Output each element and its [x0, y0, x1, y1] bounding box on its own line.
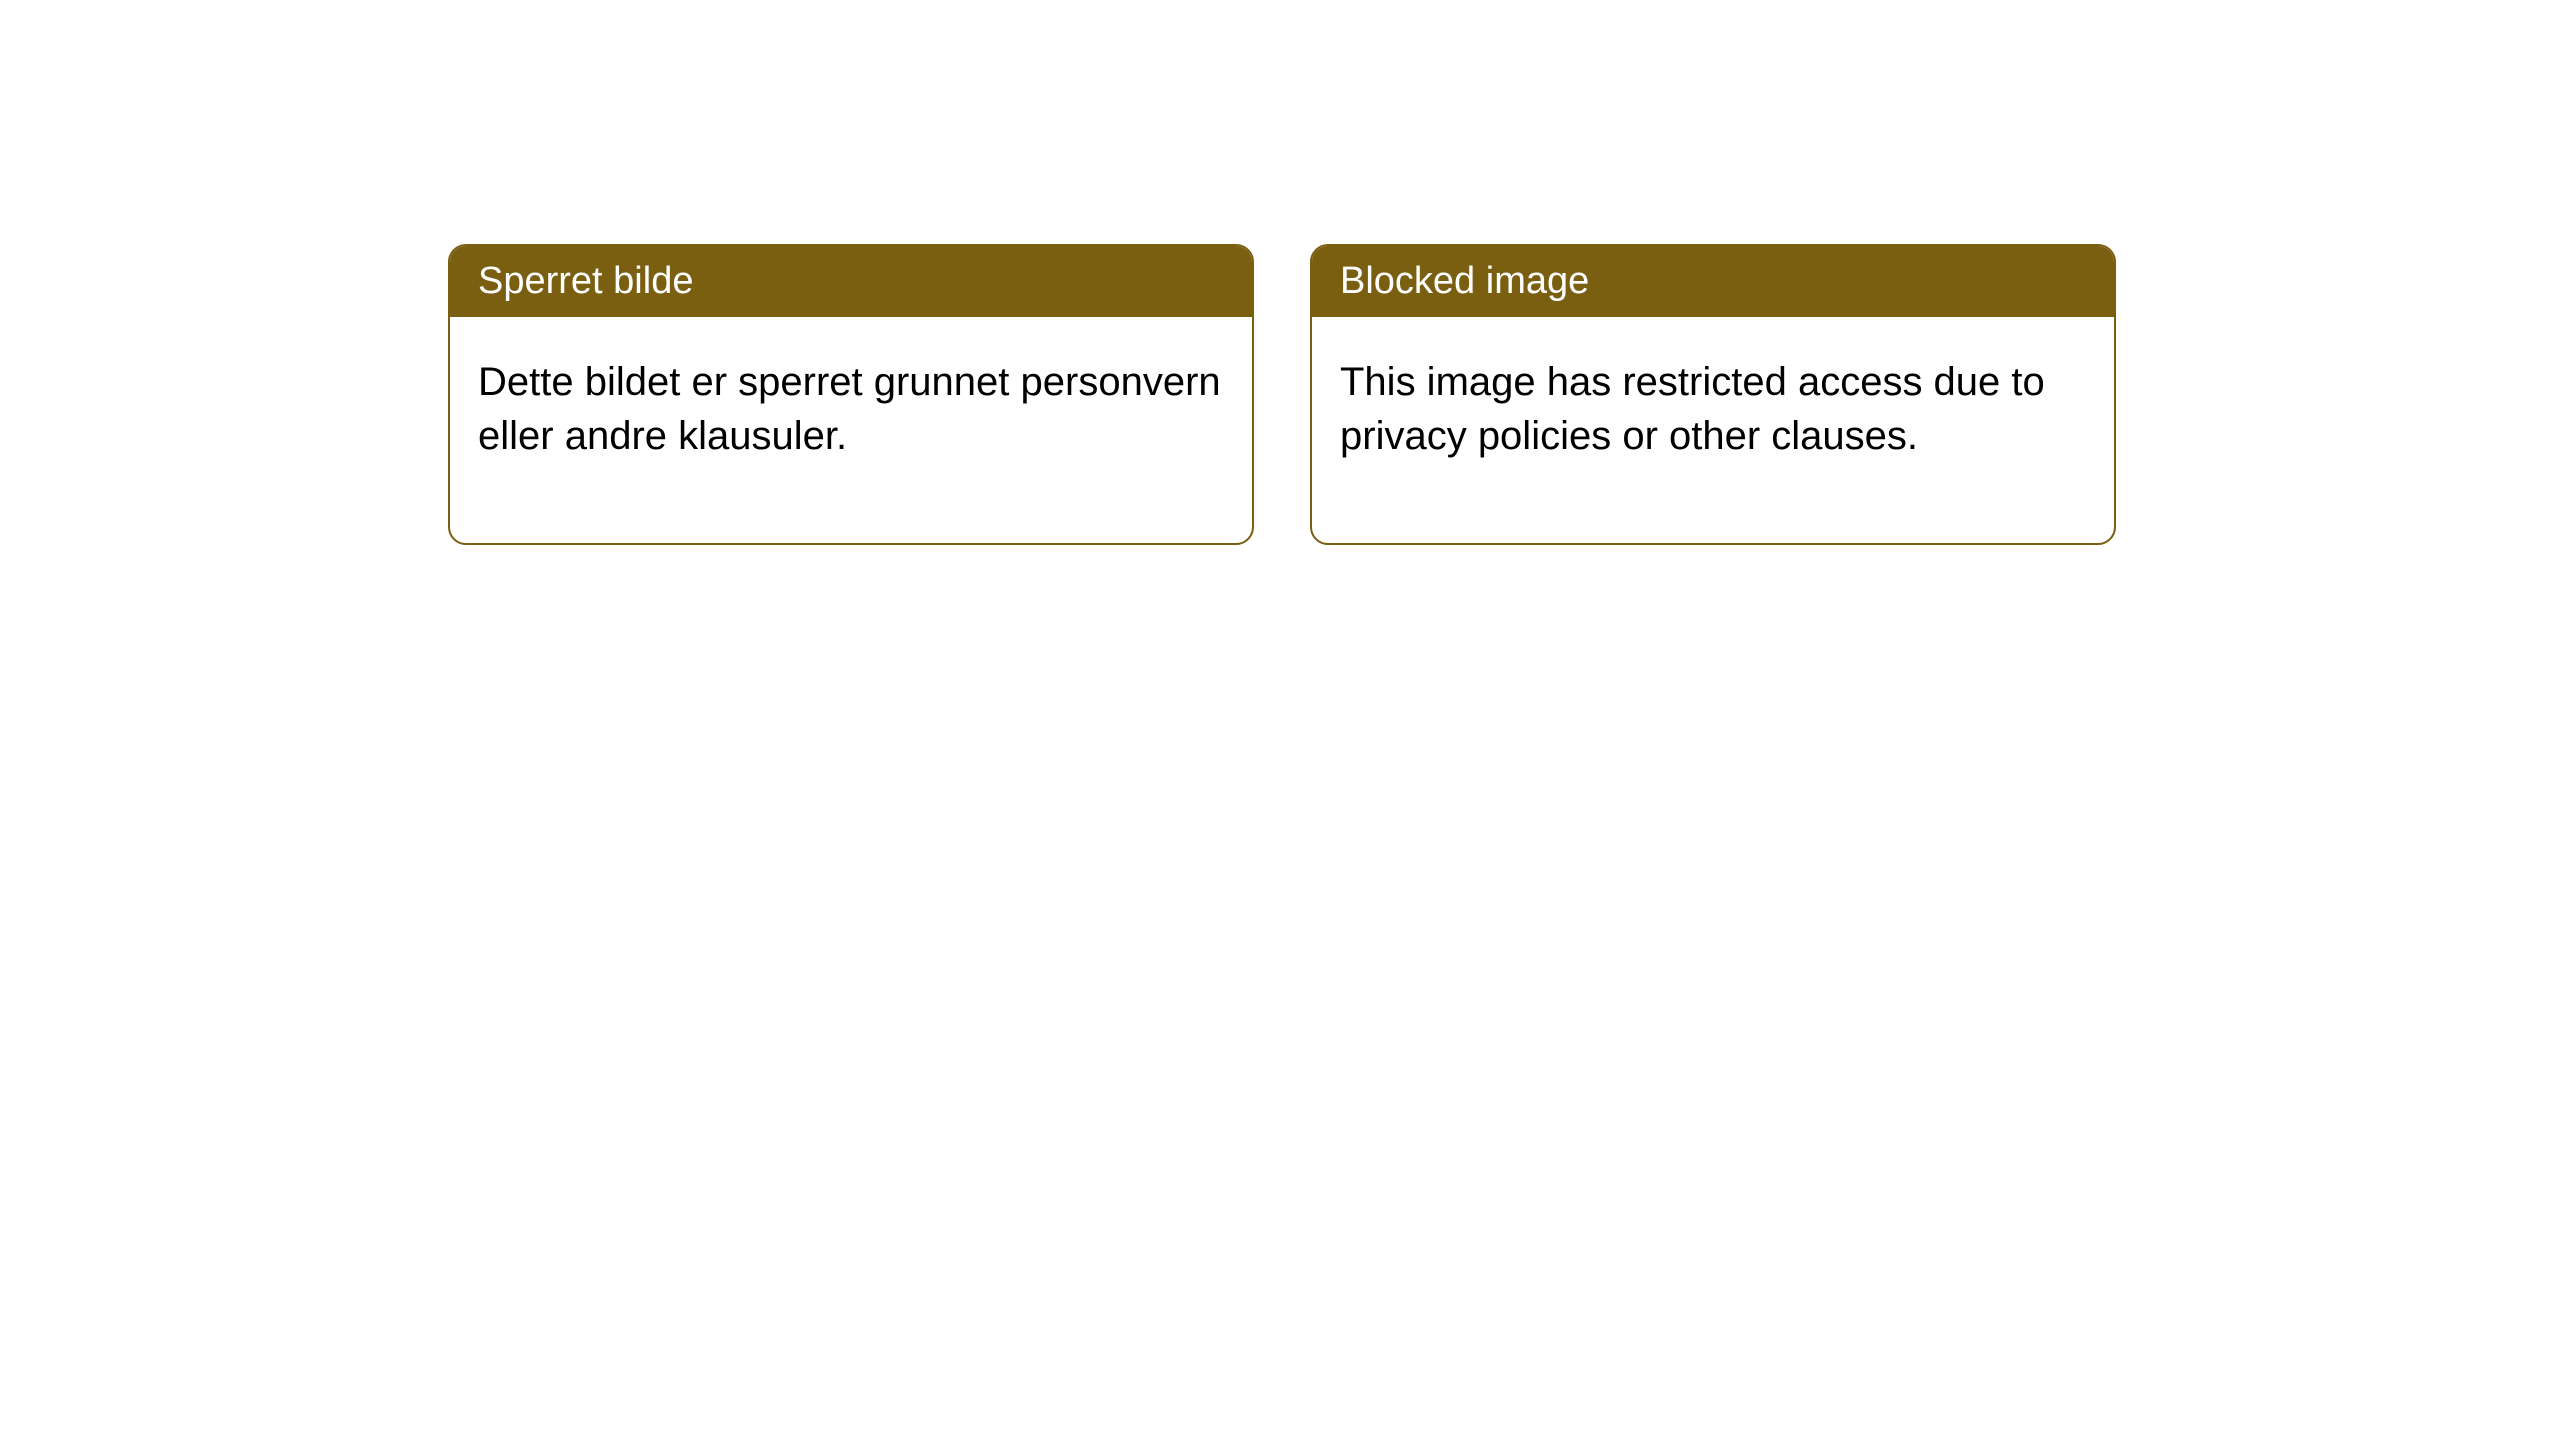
- notice-card-english: Blocked image This image has restricted …: [1310, 244, 2116, 545]
- notice-body-norwegian: Dette bildet er sperret grunnet personve…: [450, 317, 1252, 543]
- notice-card-norwegian: Sperret bilde Dette bildet er sperret gr…: [448, 244, 1254, 545]
- notice-title-english: Blocked image: [1312, 246, 2114, 317]
- notice-body-english: This image has restricted access due to …: [1312, 317, 2114, 543]
- notice-title-norwegian: Sperret bilde: [450, 246, 1252, 317]
- notice-cards-container: Sperret bilde Dette bildet er sperret gr…: [448, 244, 2116, 545]
